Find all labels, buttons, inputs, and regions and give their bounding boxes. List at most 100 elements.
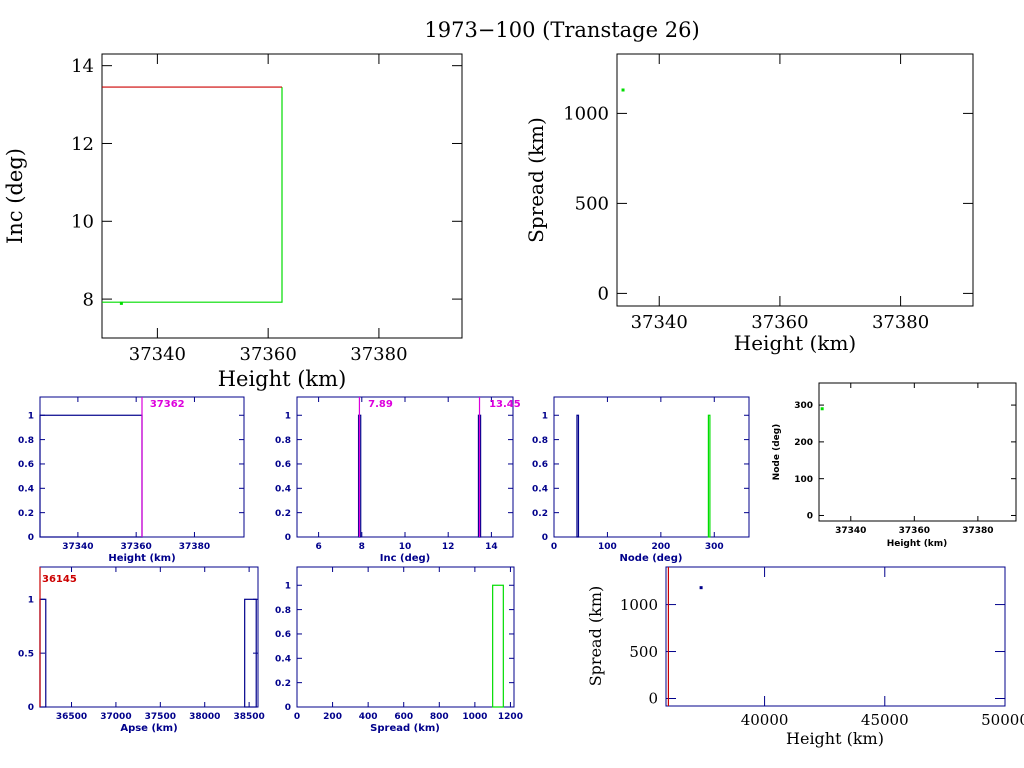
- y-tick-label: 0.4: [18, 484, 34, 494]
- y-tick-label: 0.6: [18, 460, 34, 470]
- x-tick-label: 40000: [741, 711, 789, 729]
- y-tick-label: 14: [71, 56, 94, 77]
- x-tick-label: 37340: [835, 526, 866, 536]
- y-tick-label: 1: [285, 581, 291, 591]
- y-tick-label: 0.2: [275, 679, 291, 689]
- plot-frame: [818, 382, 1017, 522]
- y-tick-label: 0.2: [18, 509, 34, 519]
- series-line-green: [102, 87, 283, 303]
- y-tick-label: 1: [542, 411, 548, 421]
- x-tick-label: 8: [359, 542, 365, 552]
- value-annotation: 36145: [42, 574, 77, 585]
- histogram-bar: [707, 414, 711, 538]
- y-tick-label: 0.8: [275, 606, 291, 616]
- panel-p3: 37340 37360 37380 0 0.2 0.4 0.6 0.8 1 Height (km)…: [18, 396, 245, 564]
- x-tick-label: 37000: [100, 712, 131, 722]
- value-annotation: 7.89: [368, 399, 393, 410]
- y-axis-label: Spread (km): [586, 586, 605, 687]
- y-axis-label: Inc (deg): [3, 148, 27, 244]
- panel-p6: 37340 37360 37380 0 100 200 300 Height (km) Node…: [772, 382, 1017, 549]
- panel-p8: 0 200 400 600 800 1000 1200 0 0.2 0.4 0.6 0.8 1 Sprea…: [275, 566, 523, 734]
- y-tick-label: 200: [794, 438, 813, 448]
- y-tick-label: 1: [285, 411, 291, 421]
- y-tick-label: 10: [71, 212, 94, 233]
- x-axis-label: Height (km): [734, 331, 856, 355]
- x-axis-label: Height (km): [887, 539, 948, 549]
- plot-frame: [39, 566, 259, 708]
- x-tick-label: 0: [551, 542, 557, 552]
- panel-p5: 0 100 200 300 0 0.2 0.4 0.6 0.8 1 Node (deg): [532, 396, 750, 564]
- x-axis-label: Height (km): [108, 553, 175, 564]
- plot-frame: [101, 53, 463, 339]
- data-point: [820, 407, 824, 411]
- x-tick-label: 14: [485, 542, 498, 552]
- value-annotation: 13.45: [489, 399, 521, 410]
- x-tick-label: 300: [705, 542, 724, 552]
- x-tick-label: 37360: [751, 312, 808, 333]
- histogram-bar: [576, 414, 580, 538]
- y-tick-label: 0.6: [275, 630, 291, 640]
- y-axis-label: Spread (km): [524, 117, 548, 243]
- x-tick-label: 600: [394, 712, 413, 722]
- value-annotation: 37362: [150, 399, 185, 410]
- y-tick-label: 0.6: [532, 460, 548, 470]
- x-tick-label: 100: [598, 542, 617, 552]
- x-tick-label: 37340: [62, 542, 93, 552]
- y-tick-label: 1000: [620, 596, 658, 614]
- y-tick-label: 12: [71, 134, 94, 155]
- x-tick-label: 37360: [899, 526, 930, 536]
- y-tick-label: 0.6: [275, 460, 291, 470]
- x-axis-label: Inc (deg): [380, 553, 431, 564]
- plot-frame: [665, 566, 1006, 707]
- y-tick-label: 500: [575, 194, 609, 215]
- x-tick-label: 10: [399, 542, 412, 552]
- y-tick-label: 0: [542, 533, 548, 543]
- y-tick-label: 1000: [563, 104, 609, 125]
- plot-frame: [616, 53, 974, 307]
- x-axis-label: Height (km): [786, 729, 884, 748]
- x-tick-label: 37360: [121, 542, 152, 552]
- x-tick-label: 37380: [962, 526, 993, 536]
- x-tick-label: 1000: [462, 712, 487, 722]
- y-tick-label: 1: [28, 411, 34, 421]
- data-point: [119, 301, 123, 305]
- y-tick-label: 500: [629, 643, 658, 661]
- y-tick-label: 0.2: [275, 509, 291, 519]
- data-point: [621, 88, 625, 92]
- x-tick-label: 45000: [861, 711, 909, 729]
- x-tick-label: 800: [430, 712, 449, 722]
- y-axis-label: Node (deg): [772, 424, 782, 481]
- panel-p4: 6 8 10 12 14 0 0.2 0.4 0.6 0.8 1 Inc (deg) 7.89 13.45: [275, 396, 521, 564]
- panel-p1: 37340 37360 37380 8 10 12 14 Height (km) Inc (de…: [3, 53, 463, 391]
- y-tick-label: 8: [83, 289, 94, 310]
- plot-frame: [296, 566, 515, 708]
- y-tick-label: 0.4: [532, 484, 548, 494]
- y-tick-label: 0: [807, 512, 813, 522]
- x-tick-label: 37340: [129, 344, 186, 365]
- y-tick-label: 0: [648, 690, 658, 708]
- x-tick-label: 200: [323, 712, 342, 722]
- x-tick-label: 1200: [498, 712, 523, 722]
- x-tick-label: 36500: [56, 712, 87, 722]
- histogram-bar: [492, 584, 504, 708]
- y-tick-label: 1: [28, 595, 34, 605]
- x-axis-label: Node (deg): [620, 553, 683, 564]
- x-tick-label: 37340: [631, 312, 688, 333]
- y-tick-label: 0.2: [532, 509, 548, 519]
- x-tick-label: 37380: [179, 542, 210, 552]
- x-tick-label: 37360: [240, 344, 297, 365]
- y-tick-label: 0: [28, 703, 34, 713]
- y-tick-label: 0.8: [275, 436, 291, 446]
- panel-p2: 37340 37360 37380 0 500 1000 Height (km) Spread…: [524, 53, 974, 355]
- data-point: [699, 586, 703, 590]
- y-tick-label: 0: [28, 533, 34, 543]
- y-tick-label: 300: [794, 401, 813, 411]
- x-tick-label: 6: [315, 542, 321, 552]
- x-tick-label: 38500: [233, 712, 264, 722]
- x-axis-label: Spread (km): [370, 723, 440, 734]
- y-tick-label: 100: [794, 475, 813, 485]
- x-tick-label: 38000: [189, 712, 220, 722]
- y-tick-label: 0: [285, 703, 291, 713]
- panel-p7: 36500 37000 37500 38000 38500 0 0.5 1 Apse (km) 3…: [18, 566, 265, 734]
